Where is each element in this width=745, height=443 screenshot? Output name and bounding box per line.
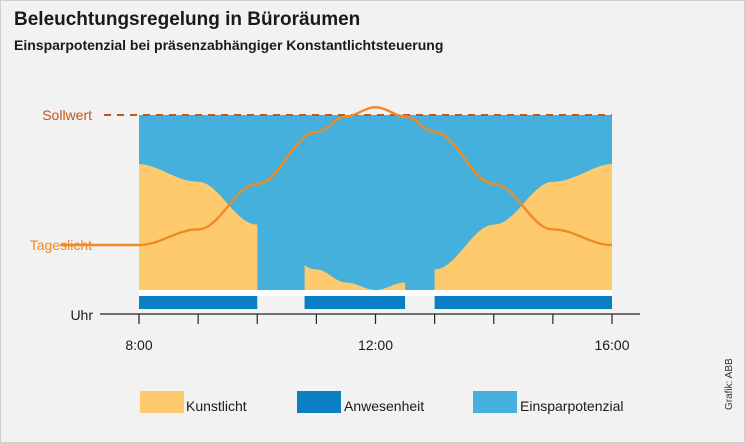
presence-gap-band (139, 290, 612, 296)
chart-title: Beleuchtungsregelung in Büroräumen (14, 9, 361, 30)
x-axis-label: Uhr (70, 307, 93, 323)
legend-label-anwesenheit: Anwesenheit (344, 398, 425, 414)
kunstlicht-area-1 (139, 164, 258, 290)
tageslicht-curve (60, 105, 613, 247)
kunstlicht-area-3 (434, 164, 612, 290)
kunstlicht-area-2 (304, 265, 406, 290)
x-axis: Uhr 8:00 12:00 16:00 (70, 307, 640, 353)
anwesenheit-bar-1 (139, 296, 258, 309)
x-tick-label-2: 12:00 (358, 337, 393, 353)
legend-label-einsparpotenzial: Einsparpotenzial (520, 398, 624, 414)
tageslicht-label: Tageslicht (30, 237, 92, 253)
presence-layer (139, 290, 612, 309)
sollwert-label: Sollwert (42, 107, 92, 123)
legend-swatch-anwesenheit (297, 391, 341, 413)
line-layer: Sollwert Tageslicht (30, 105, 613, 253)
anwesenheit-bar-3 (434, 296, 612, 309)
x-tick-label-3: 16:00 (594, 337, 629, 353)
legend-swatch-einsparpotenzial (473, 391, 517, 413)
chart-subtitle: Einsparpotenzial bei präsenzabhängiger K… (14, 37, 444, 53)
x-tick-label-1: 8:00 (125, 337, 152, 353)
legend-swatch-kunstlicht (140, 391, 184, 413)
legend-label-kunstlicht: Kunstlicht (186, 398, 247, 414)
anwesenheit-bar-2 (304, 296, 406, 309)
credit-text: Grafik: ABB (724, 358, 735, 410)
area-layer (139, 115, 612, 290)
